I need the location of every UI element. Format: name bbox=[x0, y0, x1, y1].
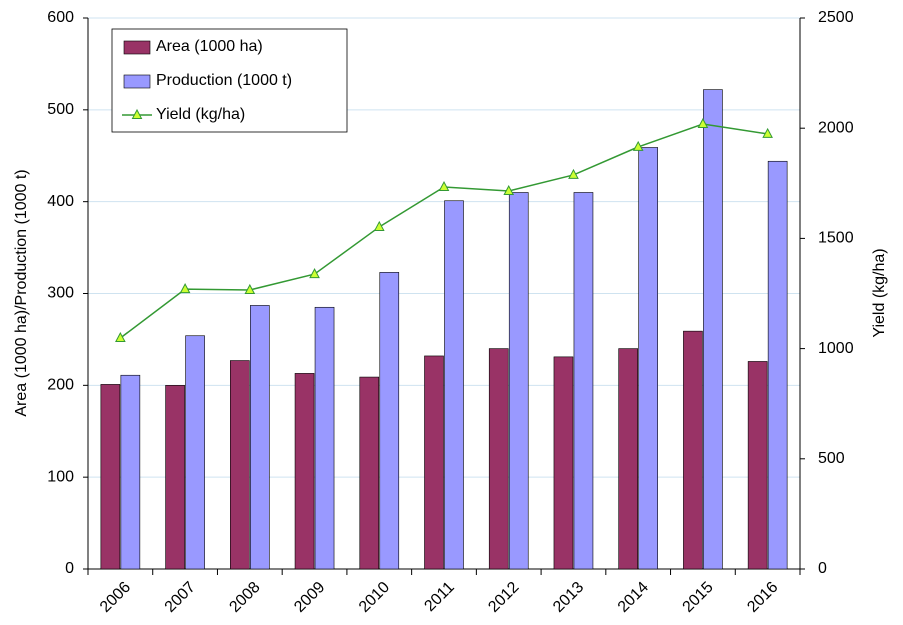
bar bbox=[379, 272, 400, 570]
marker bbox=[503, 184, 515, 196]
bar bbox=[250, 305, 270, 570]
x-tick-label: 2010 bbox=[356, 579, 393, 616]
bar bbox=[230, 360, 250, 570]
x-tick-label: 2013 bbox=[550, 579, 587, 616]
y2-tick-label: 2500 bbox=[818, 9, 854, 26]
y2-tick-label: 1500 bbox=[818, 230, 854, 247]
bar bbox=[488, 348, 509, 570]
x-tick-label: 2011 bbox=[421, 579, 457, 615]
marker bbox=[568, 168, 579, 179]
bar bbox=[120, 374, 141, 570]
marker bbox=[373, 220, 385, 231]
bar bbox=[767, 160, 788, 570]
marker bbox=[438, 180, 450, 192]
bar bbox=[444, 200, 464, 570]
marker bbox=[244, 283, 256, 294]
y-tick-label: 400 bbox=[47, 193, 74, 210]
bar bbox=[185, 335, 205, 570]
bar bbox=[573, 192, 594, 570]
line bbox=[119, 123, 768, 339]
bar bbox=[165, 385, 185, 570]
x-tick-label: 2014 bbox=[615, 579, 652, 616]
marker bbox=[179, 283, 191, 294]
x-tick-label: 2012 bbox=[485, 579, 522, 616]
x-tick-label: 2008 bbox=[226, 579, 263, 616]
y2-tick-label: 1000 bbox=[818, 340, 854, 357]
y-tick-label: 100 bbox=[47, 468, 74, 485]
legend-label: Area (1000 ha) bbox=[156, 38, 263, 55]
bar bbox=[424, 355, 444, 570]
legend-swatch bbox=[123, 40, 151, 55]
bar bbox=[703, 89, 723, 570]
bar bbox=[294, 373, 315, 570]
y2-tick-label: 0 bbox=[818, 560, 827, 577]
bar bbox=[508, 192, 529, 570]
marker bbox=[309, 268, 320, 279]
bar bbox=[359, 376, 380, 570]
bar bbox=[553, 356, 574, 570]
marker bbox=[115, 331, 126, 343]
legend-marker bbox=[131, 108, 143, 119]
bar bbox=[747, 361, 768, 570]
bar bbox=[618, 348, 638, 570]
y-tick-label: 500 bbox=[47, 101, 74, 118]
x-tick-label: 2007 bbox=[162, 579, 199, 616]
x-tick-label: 2009 bbox=[291, 579, 328, 616]
x-tick-label: 2015 bbox=[680, 579, 717, 616]
y2-tick-label: 2000 bbox=[818, 119, 854, 136]
y2-axis-label: Yield (kg/ha) bbox=[871, 248, 888, 337]
x-tick-label: 2016 bbox=[744, 579, 781, 616]
bar bbox=[638, 147, 658, 570]
legend-label: Yield (kg/ha) bbox=[156, 106, 245, 123]
y-tick-label: 200 bbox=[47, 377, 74, 394]
y-tick-label: 0 bbox=[65, 560, 74, 577]
y2-tick-label: 500 bbox=[818, 450, 845, 467]
marker bbox=[632, 140, 644, 151]
y-tick-label: 300 bbox=[47, 285, 74, 302]
x-tick-label: 2006 bbox=[97, 579, 134, 616]
bar bbox=[314, 306, 335, 570]
y-tick-label: 600 bbox=[47, 9, 74, 26]
bar bbox=[683, 330, 703, 570]
legend-label: Production (1000 t) bbox=[156, 72, 292, 89]
y-axis-label: Area (1000 ha)/Production (1000 t) bbox=[13, 169, 30, 416]
legend-swatch bbox=[123, 74, 151, 89]
marker bbox=[762, 127, 773, 138]
marker bbox=[697, 117, 709, 129]
bar bbox=[100, 384, 121, 570]
